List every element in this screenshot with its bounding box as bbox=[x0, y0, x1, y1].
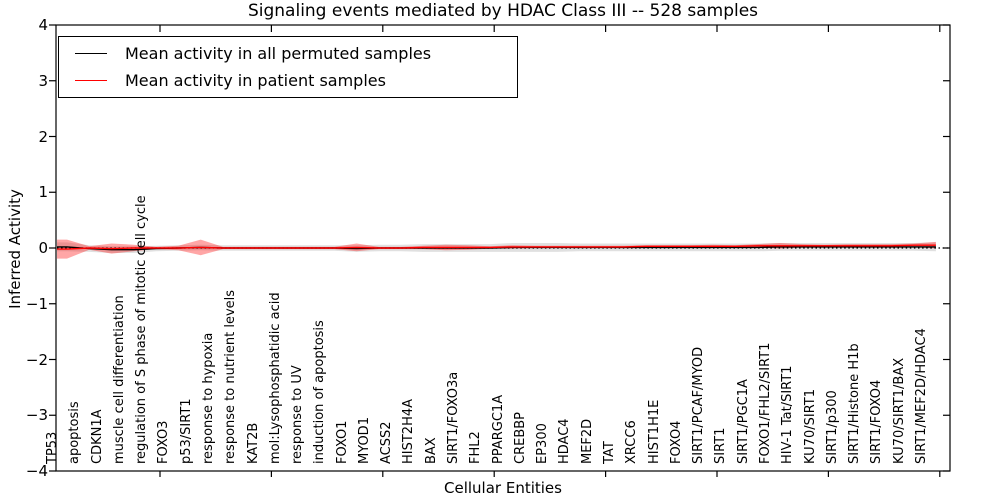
patient-mean-line bbox=[57, 244, 936, 250]
x-entity-label: SIRT1/FOXO3a bbox=[446, 371, 462, 464]
x-entity-label: p53/SIRT1 bbox=[178, 398, 194, 464]
x-entity-label: mol:Lysophosphatidic acid bbox=[267, 292, 283, 464]
permuted-line-sample-icon bbox=[75, 53, 107, 55]
x-entity-label: SIRT1/p300 bbox=[824, 390, 840, 464]
x-entity-label: SIRT1/Histone H1b bbox=[847, 343, 863, 464]
legend-item-patient: Mean activity in patient samples bbox=[59, 71, 517, 90]
x-entity-label: HIST2H4A bbox=[401, 398, 417, 464]
x-entity-label: SIRT1/FOXO4 bbox=[869, 379, 885, 464]
x-entity-label: FHL2 bbox=[468, 431, 484, 464]
x-entity-label: SIRT1 bbox=[713, 427, 729, 464]
x-entity-label: FOXO1 bbox=[334, 420, 350, 464]
x-entity-label: TP53 bbox=[45, 431, 60, 464]
legend-item-permuted: Mean activity in all permuted samples bbox=[59, 44, 517, 63]
x-axis-label: Cellular Entities bbox=[444, 479, 562, 497]
y-tick-label: −2 bbox=[25, 350, 48, 369]
x-entity-label: KU70/SIRT1 bbox=[802, 389, 818, 464]
patient-line-sample-icon bbox=[75, 79, 107, 81]
x-entity-label: FOXO1/FHL2/SIRT1 bbox=[757, 342, 773, 464]
x-entity-label: EP300 bbox=[535, 423, 551, 464]
x-entity-label: TAT bbox=[602, 441, 617, 464]
x-entity-label: XRCC6 bbox=[624, 420, 640, 464]
legend-label-permuted: Mean activity in all permuted samples bbox=[125, 44, 432, 64]
x-entity-label: HIST1H1E bbox=[646, 399, 662, 464]
x-entity-label: FOXO4 bbox=[668, 420, 684, 464]
y-tick-label: 2 bbox=[38, 127, 48, 146]
x-entity-label: muscle cell differentiation bbox=[111, 295, 127, 464]
y-tick-label: 0 bbox=[38, 239, 48, 257]
y-tick-label: −3 bbox=[25, 406, 48, 425]
x-entity-label: response to hypoxia bbox=[200, 332, 216, 464]
y-tick-label: −4 bbox=[25, 462, 48, 480]
y-tick-label: 1 bbox=[38, 183, 48, 202]
x-entity-label: BAX bbox=[423, 437, 439, 464]
x-entity-label: CREBBP bbox=[512, 412, 528, 464]
x-entity-label: CDKN1A bbox=[89, 409, 105, 464]
x-entity-label: induction of apoptosis bbox=[312, 320, 328, 464]
x-entity-label: MYOD1 bbox=[356, 417, 372, 464]
x-entity-label: response to nutrient levels bbox=[223, 289, 239, 464]
x-entity-label: SIRT1/MEF2D/HDAC4 bbox=[913, 328, 929, 464]
y-tick-label: −1 bbox=[25, 294, 48, 313]
x-entity-label: ACSS2 bbox=[379, 421, 395, 464]
x-entity-label: KU70/SIRT1/BAX bbox=[891, 357, 907, 464]
legend: Mean activity in all permuted samples Me… bbox=[58, 36, 518, 98]
x-entity-label: MEF2D bbox=[579, 418, 595, 464]
chart-title: Signaling events mediated by HDAC Class … bbox=[247, 1, 759, 21]
x-entity-label: FOXO3 bbox=[156, 420, 172, 464]
x-entity-label: HIV-1 Tat/SIRT1 bbox=[780, 365, 796, 464]
x-entity-label: HDAC4 bbox=[557, 418, 573, 464]
x-entity-label: SIRT1/PCAF/MYOD bbox=[691, 346, 707, 464]
x-entity-label: response to UV bbox=[290, 365, 306, 464]
patient-std-band bbox=[57, 239, 936, 259]
x-entity-label: PPARGC1A bbox=[490, 394, 506, 464]
legend-label-patient: Mean activity in patient samples bbox=[125, 70, 386, 90]
x-entity-label: apoptosis bbox=[67, 401, 83, 464]
y-tick-label: 3 bbox=[38, 71, 48, 90]
y-tick-label: 4 bbox=[38, 16, 48, 34]
x-entity-label: KAT2B bbox=[245, 422, 261, 464]
x-entity-label: SIRT1/PGC1A bbox=[735, 379, 751, 464]
x-entity-label: regulation of S phase of mitotic cell cy… bbox=[134, 195, 150, 464]
